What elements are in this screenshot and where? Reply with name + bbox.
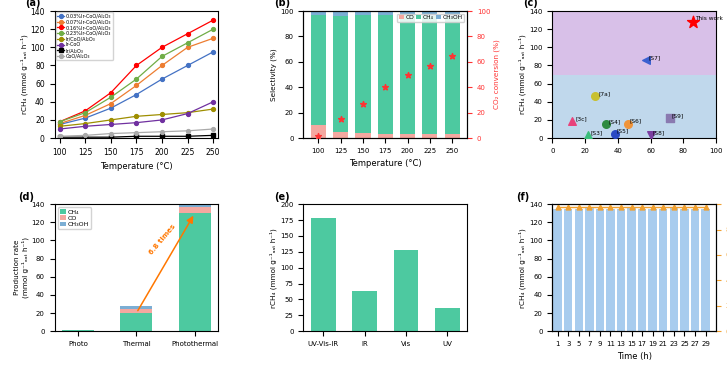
Bar [400, 134, 415, 138]
Bar [311, 11, 326, 15]
Bar [356, 133, 371, 138]
Bar [585, 208, 593, 331]
Y-axis label: rCH₄ (mmol g⁻¹ₐₐₜ h⁻¹): rCH₄ (mmol g⁻¹ₐₐₜ h⁻¹) [20, 35, 28, 114]
Bar [179, 207, 211, 213]
Bar [179, 199, 211, 207]
Point [622, 121, 633, 127]
Point [640, 57, 651, 63]
Bar [627, 208, 636, 331]
Bar [670, 208, 678, 331]
Bar [378, 134, 393, 138]
Text: [3c]: [3c] [575, 116, 587, 121]
Bar [445, 134, 459, 138]
Bar [311, 15, 326, 125]
Text: (a): (a) [25, 0, 41, 8]
Point [608, 131, 620, 137]
Point [313, 132, 324, 138]
Point [582, 132, 594, 138]
Y-axis label: rCH₄ (mmol g⁻¹ₐₐₜ h⁻¹): rCH₄ (mmol g⁻¹ₐₐₜ h⁻¹) [519, 228, 526, 308]
Y-axis label: Selectivity (%): Selectivity (%) [271, 48, 278, 101]
X-axis label: Temperature (°C): Temperature (°C) [100, 162, 173, 171]
Text: (e): (e) [274, 192, 289, 202]
Y-axis label: CO₂ conversion (%): CO₂ conversion (%) [493, 40, 499, 109]
Bar [680, 209, 688, 331]
Bar [311, 218, 336, 331]
Point [424, 63, 435, 68]
Text: (f): (f) [516, 192, 529, 202]
Bar [121, 306, 153, 308]
Bar [553, 209, 562, 331]
Text: [S9]: [S9] [672, 113, 684, 118]
Bar [333, 132, 348, 138]
Bar [606, 209, 614, 331]
Point [601, 121, 612, 127]
Bar [595, 209, 604, 331]
Text: (b): (b) [274, 0, 290, 8]
Bar [659, 209, 667, 331]
Bar [356, 15, 371, 133]
Bar [422, 11, 438, 16]
Bar [638, 209, 646, 331]
Point [589, 93, 601, 99]
Bar [393, 250, 419, 331]
Bar [553, 11, 716, 75]
Bar [121, 313, 153, 331]
Text: [S5]: [S5] [616, 129, 628, 134]
Bar [422, 134, 438, 138]
Bar [378, 15, 393, 134]
Point [357, 101, 369, 107]
Bar [564, 209, 572, 331]
Text: 6.8 times: 6.8 times [148, 223, 177, 256]
Text: [7a]: [7a] [598, 91, 610, 96]
Bar [648, 209, 657, 331]
Point [402, 72, 414, 78]
Bar [400, 15, 415, 134]
Bar [445, 17, 459, 134]
Text: [S8]: [S8] [652, 131, 664, 135]
Point [645, 132, 656, 138]
Text: [S7]: [S7] [649, 55, 661, 60]
Bar [62, 330, 94, 331]
Y-axis label: rCH₄ (mmol g⁻¹ₐₐₜ h⁻¹): rCH₄ (mmol g⁻¹ₐₐₜ h⁻¹) [270, 228, 278, 308]
Bar [356, 11, 371, 15]
Legend: CH₄, CO, CH₃OH: CH₄, CO, CH₃OH [57, 207, 91, 229]
Bar [378, 11, 393, 15]
Bar [400, 11, 415, 15]
Bar [121, 308, 153, 313]
Text: [S3]: [S3] [590, 131, 602, 135]
Y-axis label: rCH₄ (mmol g⁻¹ₐₐₜ h⁻¹): rCH₄ (mmol g⁻¹ₐₐₜ h⁻¹) [519, 35, 526, 114]
X-axis label: Time (h): Time (h) [616, 353, 651, 361]
Bar [445, 11, 459, 17]
Bar [333, 11, 348, 16]
Bar [702, 209, 710, 331]
Point [566, 118, 578, 124]
Y-axis label: Production rate
(mmol g⁻¹ₐₐₜ h⁻¹): Production rate (mmol g⁻¹ₐₐₜ h⁻¹) [14, 237, 28, 298]
Legend: CO, CH₄, CH₃OH: CO, CH₄, CH₃OH [397, 14, 465, 22]
Bar [616, 209, 625, 331]
Text: (c): (c) [523, 0, 537, 8]
Bar [435, 308, 459, 331]
Bar [574, 209, 583, 331]
Point [664, 115, 676, 121]
Bar [311, 125, 326, 138]
Bar [691, 209, 699, 331]
Point [379, 84, 391, 90]
Point [335, 116, 347, 122]
Bar [179, 213, 211, 331]
Bar [422, 16, 438, 134]
Point [446, 53, 458, 59]
X-axis label: Temperature (°C): Temperature (°C) [349, 159, 422, 169]
Point [687, 19, 699, 25]
Legend: 0.03%Ir-CoO/Al₂O₃, 0.07%Ir-CoO/Al₂O₃, 0.16%Ir-CoO/Al₂O₃, 0.23%Ir-CoO/Al₂O₃, Ir/C: 0.03%Ir-CoO/Al₂O₃, 0.07%Ir-CoO/Al₂O₃, 0.… [55, 12, 113, 60]
Text: This work: This work [695, 16, 723, 21]
Bar [333, 16, 348, 132]
Bar [352, 291, 377, 331]
Text: [S6]: [S6] [630, 118, 641, 124]
Text: [S4]: [S4] [608, 120, 620, 124]
Text: (d): (d) [18, 192, 34, 202]
